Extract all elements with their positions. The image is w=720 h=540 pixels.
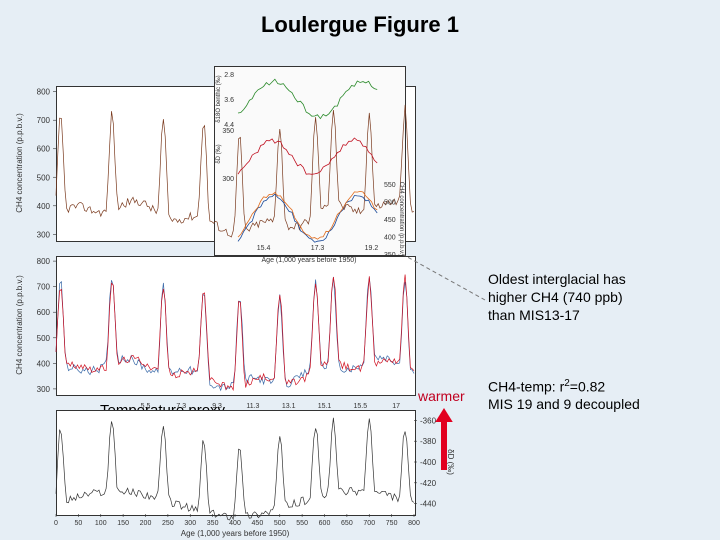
svg-text:300: 300 xyxy=(184,520,196,527)
svg-text:700: 700 xyxy=(37,116,51,125)
svg-text:100: 100 xyxy=(95,520,107,527)
svg-text:550: 550 xyxy=(296,520,308,527)
svg-text:-440: -440 xyxy=(420,500,437,509)
svg-text:-360: -360 xyxy=(420,416,437,425)
svg-text:17.3: 17.3 xyxy=(311,245,325,252)
svg-text:50: 50 xyxy=(74,520,82,527)
svg-text:δD (‰): δD (‰) xyxy=(216,144,222,163)
svg-text:-400: -400 xyxy=(420,458,437,467)
svg-text:650: 650 xyxy=(341,520,353,527)
svg-text:500: 500 xyxy=(37,334,51,343)
svg-text:500: 500 xyxy=(384,200,396,207)
svg-text:CH4 concentration (p.p.b.v.): CH4 concentration (p.p.b.v.) xyxy=(15,113,24,213)
svg-text:700: 700 xyxy=(363,520,375,527)
svg-text:0: 0 xyxy=(54,520,58,527)
svg-text:-420: -420 xyxy=(420,479,437,488)
svg-text:9.3: 9.3 xyxy=(212,403,222,410)
svg-text:800: 800 xyxy=(37,88,51,97)
svg-text:550: 550 xyxy=(384,182,396,189)
svg-text:450: 450 xyxy=(384,217,396,224)
svg-text:δ18O benthic (‰): δ18O benthic (‰) xyxy=(216,75,222,122)
svg-text:3.6: 3.6 xyxy=(224,97,234,104)
svg-text:400: 400 xyxy=(37,359,51,368)
svg-text:δD (‰): δD (‰) xyxy=(446,449,455,475)
svg-text:800: 800 xyxy=(408,520,420,527)
svg-text:Age (1,000 years before 1950): Age (1,000 years before 1950) xyxy=(181,529,290,538)
svg-text:600: 600 xyxy=(319,520,331,527)
svg-text:-380: -380 xyxy=(420,437,437,446)
svg-text:600: 600 xyxy=(37,308,51,317)
svg-text:350: 350 xyxy=(222,128,234,135)
svg-text:15.4: 15.4 xyxy=(257,245,271,252)
svg-text:400: 400 xyxy=(37,202,51,211)
svg-text:600: 600 xyxy=(37,145,51,154)
svg-text:15.5: 15.5 xyxy=(353,403,367,410)
svg-text:750: 750 xyxy=(386,520,398,527)
svg-text:250: 250 xyxy=(162,520,174,527)
svg-text:Age (1,000 years before 1950): Age (1,000 years before 1950) xyxy=(262,257,357,264)
svg-text:300: 300 xyxy=(37,385,51,394)
svg-text:CH4 concentration (p.p.b.v.): CH4 concentration (p.p.b.v.) xyxy=(398,182,404,257)
svg-text:500: 500 xyxy=(274,520,286,527)
svg-text:400: 400 xyxy=(229,520,241,527)
svg-text:19.2: 19.2 xyxy=(365,245,379,252)
chart-svg: 300400500600700800CH4 concentration (p.p… xyxy=(0,0,720,540)
svg-text:2.8: 2.8 xyxy=(224,72,234,79)
svg-text:13.1: 13.1 xyxy=(282,403,296,410)
svg-text:15.1: 15.1 xyxy=(318,403,332,410)
svg-text:11.3: 11.3 xyxy=(246,403,259,410)
svg-text:300: 300 xyxy=(37,230,51,239)
svg-text:800: 800 xyxy=(37,257,51,266)
svg-text:5.5: 5.5 xyxy=(141,403,151,410)
svg-text:7.3: 7.3 xyxy=(176,403,186,410)
svg-text:400: 400 xyxy=(384,235,396,242)
svg-text:150: 150 xyxy=(117,520,129,527)
svg-text:350: 350 xyxy=(207,520,219,527)
svg-text:200: 200 xyxy=(140,520,152,527)
svg-text:17: 17 xyxy=(392,403,400,410)
svg-text:500: 500 xyxy=(37,173,51,182)
svg-text:700: 700 xyxy=(37,283,51,292)
svg-text:450: 450 xyxy=(252,520,264,527)
svg-text:300: 300 xyxy=(222,176,234,183)
svg-text:350: 350 xyxy=(384,252,396,259)
svg-text:CH4 concentration (p.p.b.v.): CH4 concentration (p.p.b.v.) xyxy=(15,275,24,375)
